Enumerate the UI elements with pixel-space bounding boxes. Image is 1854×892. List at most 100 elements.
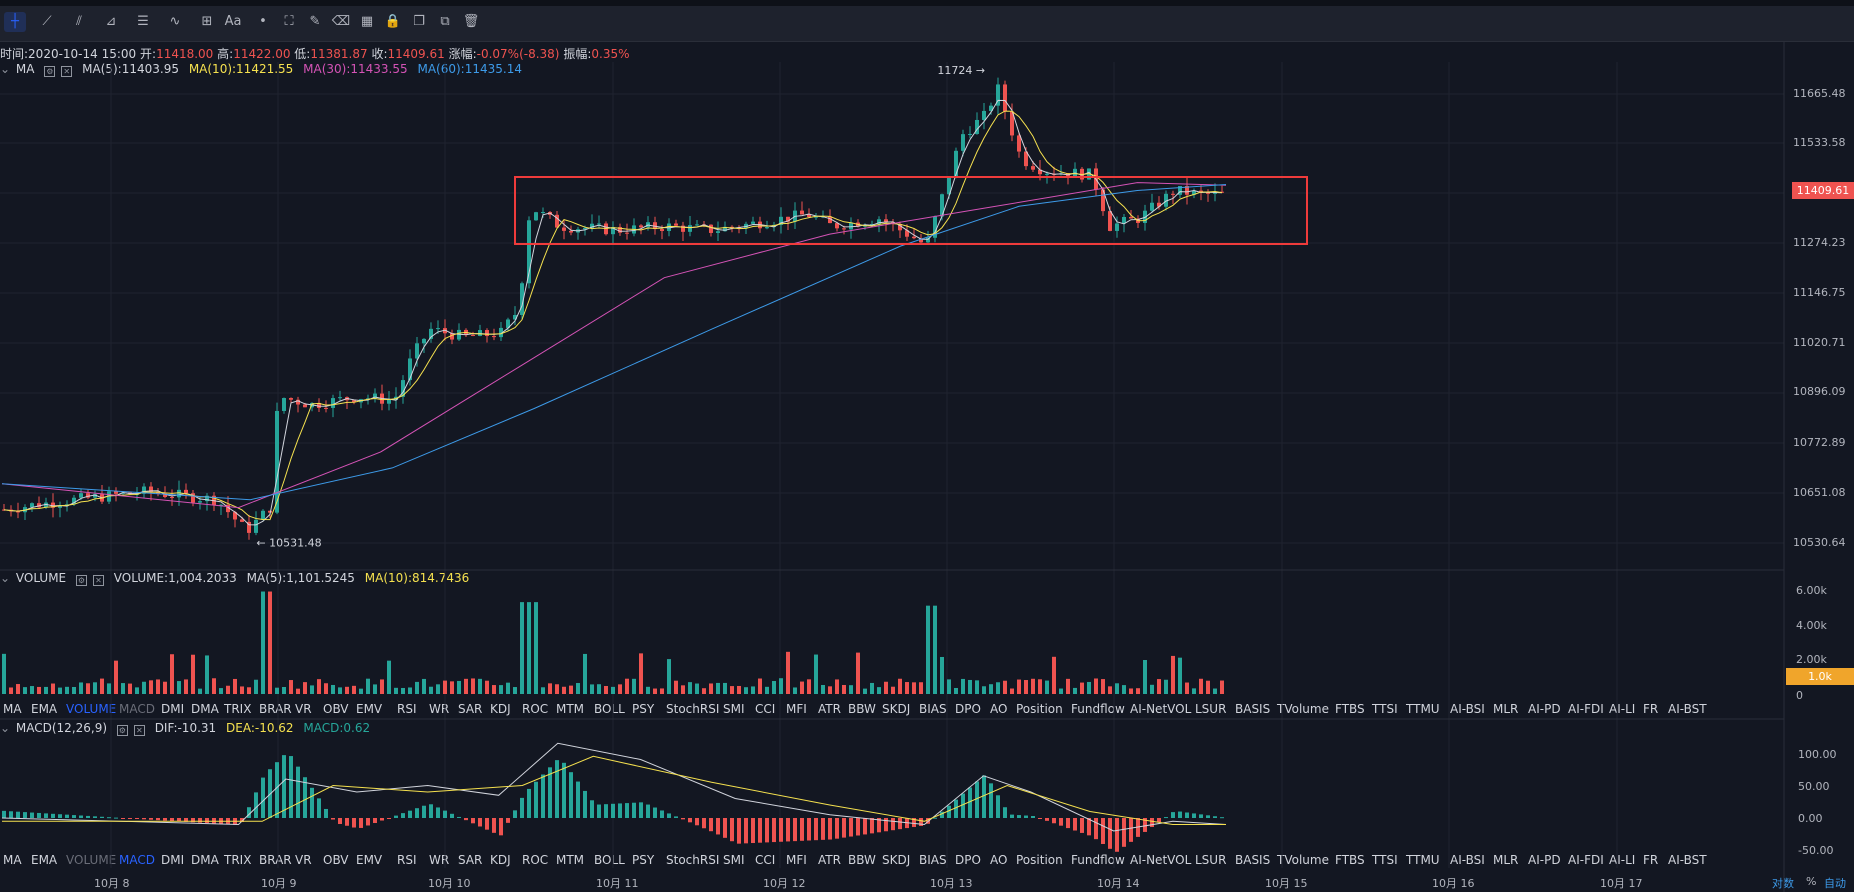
collapse-chevron-icon[interactable]: ⌄ bbox=[0, 571, 11, 585]
indicator-tab-mfi[interactable]: MFI bbox=[786, 853, 807, 867]
indicator-tab-bias[interactable]: BIAS bbox=[919, 702, 947, 716]
indicator-tab-rsi[interactable]: RSI bbox=[397, 853, 417, 867]
percent-scale-button[interactable]: % bbox=[1806, 875, 1817, 888]
indicator-tab-dmi[interactable]: DMI bbox=[161, 702, 185, 716]
indicator-tab-bbw[interactable]: BBW bbox=[848, 702, 876, 716]
indicator-tab-ttsi[interactable]: TTSI bbox=[1372, 702, 1398, 716]
indicator-tab-kdj[interactable]: KDJ bbox=[490, 853, 511, 867]
indicator-tab-bbw[interactable]: BBW bbox=[848, 853, 876, 867]
measure-icon[interactable]: ⊞ bbox=[201, 14, 213, 29]
indicator-tab-ma[interactable]: MA bbox=[3, 702, 22, 716]
settings-icon[interactable]: ⚙ bbox=[75, 575, 87, 586]
text-tool-button[interactable]: Aa bbox=[224, 14, 242, 29]
lock-icon[interactable]: 🔒 bbox=[384, 14, 402, 29]
indicator-tab-ai-fdi[interactable]: AI-FDI bbox=[1568, 853, 1604, 867]
indicator-tab-ai-bsi[interactable]: AI-BSI bbox=[1450, 702, 1485, 716]
indicator-tab-ftbs[interactable]: FTBS bbox=[1335, 853, 1365, 867]
indicator-tab-atr[interactable]: ATR bbox=[818, 702, 841, 716]
indicator-tab-ttmu[interactable]: TTMU bbox=[1406, 853, 1440, 867]
indicator-tab-cci[interactable]: CCI bbox=[755, 702, 776, 716]
close-icon[interactable]: ✕ bbox=[61, 66, 73, 77]
collapse-chevron-icon[interactable]: ⌄ bbox=[0, 62, 11, 76]
indicator-tab-stochrsi[interactable]: StochRSI bbox=[666, 853, 720, 867]
indicator-tab-ai-bst[interactable]: AI-BST bbox=[1668, 853, 1707, 867]
indicator-tab-stochrsi[interactable]: StochRSI bbox=[666, 702, 720, 716]
indicator-tab-ema[interactable]: EMA bbox=[31, 853, 58, 867]
indicator-tab-ttmu[interactable]: TTMU bbox=[1406, 702, 1440, 716]
indicator-tab-sar[interactable]: SAR bbox=[458, 853, 483, 867]
indicator-tab-rsi[interactable]: RSI bbox=[397, 702, 417, 716]
settings-icon[interactable]: ⚙ bbox=[116, 725, 128, 736]
indicator-tab-smi[interactable]: SMI bbox=[723, 853, 745, 867]
indicator-tab-ao[interactable]: AO bbox=[990, 853, 1008, 867]
indicator-tab-atr[interactable]: ATR bbox=[818, 853, 841, 867]
indicator-tab-basis[interactable]: BASIS bbox=[1235, 702, 1271, 716]
close-icon[interactable]: ✕ bbox=[133, 725, 145, 736]
ruler-icon[interactable]: ▦ bbox=[360, 14, 374, 29]
fib-icon[interactable]: ⫽ bbox=[76, 14, 82, 29]
crosshair-icon[interactable]: ┼ bbox=[4, 12, 26, 32]
collapse-chevron-icon[interactable]: ⌄ bbox=[0, 721, 11, 735]
indicator-tab-fundflow[interactable]: Fundflow bbox=[1071, 853, 1125, 867]
indicator-tab-lsur[interactable]: LSUR bbox=[1195, 702, 1227, 716]
indicator-tab-ai-pd[interactable]: AI-PD bbox=[1528, 853, 1561, 867]
parallel-icon[interactable]: ☰ bbox=[137, 14, 149, 29]
brush-icon[interactable]: ✎ bbox=[309, 14, 321, 29]
copy-icon[interactable]: ❐ bbox=[413, 14, 425, 29]
indicator-tab-skdj[interactable]: SKDJ bbox=[882, 702, 911, 716]
indicator-tab-mtm[interactable]: MTM bbox=[556, 702, 585, 716]
indicator-tab-skdj[interactable]: SKDJ bbox=[882, 853, 911, 867]
indicator-tab-macd[interactable]: MACD bbox=[119, 702, 155, 716]
text-icon[interactable]: • bbox=[259, 14, 267, 29]
indicator-tab-mlr[interactable]: MLR bbox=[1493, 702, 1519, 716]
indicator-tab-dma[interactable]: DMA bbox=[191, 702, 219, 716]
trash-icon[interactable]: 🗑 bbox=[462, 14, 480, 29]
indicator-tab-bias[interactable]: BIAS bbox=[919, 853, 947, 867]
indicator-tab-ai-li[interactable]: AI-LI bbox=[1609, 702, 1636, 716]
pattern-icon[interactable]: ⛶ bbox=[284, 14, 294, 29]
indicator-tab-emv[interactable]: EMV bbox=[356, 702, 383, 716]
indicator-tab-vr[interactable]: VR bbox=[295, 853, 312, 867]
indicator-tab-lsur[interactable]: LSUR bbox=[1195, 853, 1227, 867]
indicator-tab-dma[interactable]: DMA bbox=[191, 853, 219, 867]
indicator-tab-tvolume[interactable]: TVolume bbox=[1277, 853, 1329, 867]
indicator-tab-basis[interactable]: BASIS bbox=[1235, 853, 1271, 867]
indicator-tab-cci[interactable]: CCI bbox=[755, 853, 776, 867]
indicator-tab-wr[interactable]: WR bbox=[429, 702, 450, 716]
indicator-tab-position[interactable]: Position bbox=[1016, 853, 1063, 867]
indicator-tab-ai-bsi[interactable]: AI-BSI bbox=[1450, 853, 1485, 867]
ray-icon[interactable]: ⊿ bbox=[105, 14, 117, 29]
indicator-tab-psy[interactable]: PSY bbox=[632, 702, 655, 716]
indicator-tab-roc[interactable]: ROC bbox=[522, 702, 549, 716]
indicator-tab-boll[interactable]: BOLL bbox=[594, 702, 625, 716]
settings-icon[interactable]: ⚙ bbox=[44, 66, 56, 77]
indicator-tab-ftbs[interactable]: FTBS bbox=[1335, 702, 1365, 716]
indicator-tab-trix[interactable]: TRIX bbox=[224, 853, 252, 867]
indicator-tab-trix[interactable]: TRIX bbox=[224, 702, 252, 716]
indicator-tab-mfi[interactable]: MFI bbox=[786, 702, 807, 716]
wave-icon[interactable]: ∿ bbox=[169, 14, 181, 29]
indicator-tab-ma[interactable]: MA bbox=[3, 853, 22, 867]
indicator-tab-sar[interactable]: SAR bbox=[458, 702, 483, 716]
indicator-tab-fr[interactable]: FR bbox=[1643, 853, 1659, 867]
indicator-tab-ai-li[interactable]: AI-LI bbox=[1609, 853, 1636, 867]
indicator-tab-dpo[interactable]: DPO bbox=[955, 853, 981, 867]
screenshot-icon[interactable]: ⧉ bbox=[440, 14, 450, 29]
indicator-tab-mlr[interactable]: MLR bbox=[1493, 853, 1519, 867]
indicator-tab-obv[interactable]: OBV bbox=[323, 853, 349, 867]
indicator-tab-ao[interactable]: AO bbox=[990, 702, 1008, 716]
trend-line-icon[interactable]: ⟋ bbox=[42, 14, 52, 29]
indicator-tab-fr[interactable]: FR bbox=[1643, 702, 1659, 716]
indicator-tab-position[interactable]: Position bbox=[1016, 702, 1063, 716]
indicator-tab-ai-fdi[interactable]: AI-FDI bbox=[1568, 702, 1604, 716]
indicator-tab-tvolume[interactable]: TVolume bbox=[1277, 702, 1329, 716]
indicator-tab-dpo[interactable]: DPO bbox=[955, 702, 981, 716]
indicator-tab-volume[interactable]: VOLUME bbox=[66, 702, 117, 716]
indicator-tab-volume[interactable]: VOLUME bbox=[66, 853, 117, 867]
indicator-tab-smi[interactable]: SMI bbox=[723, 702, 745, 716]
indicator-tab-macd[interactable]: MACD bbox=[119, 853, 155, 867]
close-icon[interactable]: ✕ bbox=[92, 575, 104, 586]
indicator-tab-vr[interactable]: VR bbox=[295, 702, 312, 716]
erase-icon[interactable]: ⌫ bbox=[331, 14, 351, 29]
